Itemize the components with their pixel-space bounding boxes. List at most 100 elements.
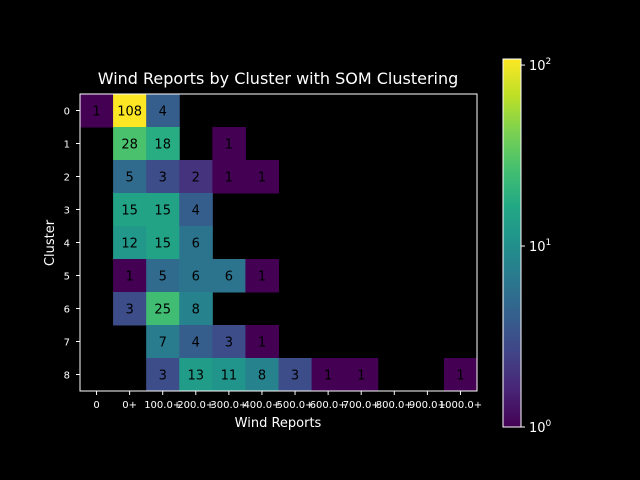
cell-value-label: 15 [154, 204, 171, 219]
cell-value-label: 11 [221, 369, 238, 384]
cell-value-label: 15 [121, 204, 138, 219]
x-tick-label: 100.0+ [144, 400, 181, 411]
cell-value-label: 12 [121, 237, 138, 252]
heatmap-cell [179, 358, 213, 392]
colorbar-tick-label: 101 [529, 238, 551, 255]
cell-value-label: 1 [92, 105, 100, 120]
heatmap-cell [179, 226, 213, 260]
cell-value-label: 4 [192, 336, 200, 351]
heatmap-cell [146, 94, 180, 128]
chart-title: Wind Reports by Cluster with SOM Cluster… [98, 69, 459, 88]
y-tick-label: 6 [64, 305, 70, 316]
heatmap-cell [245, 358, 279, 392]
heatmap-cells [80, 94, 478, 392]
cell-value-label: 4 [159, 105, 167, 120]
y-tick-label: 2 [64, 173, 70, 184]
cell-value-label: 6 [192, 237, 200, 252]
cell-value-label: 5 [125, 171, 133, 186]
heatmap-cell [212, 325, 246, 359]
cell-value-label: 3 [159, 171, 167, 186]
y-tick-label: 7 [64, 338, 70, 349]
cell-value-label: 1 [324, 369, 332, 384]
x-tick-label: 600.0+ [310, 400, 347, 411]
x-tick-label: 500.0+ [277, 400, 314, 411]
cell-value-label: 7 [159, 336, 167, 351]
heatmap-cell [344, 358, 379, 392]
heatmap-cell [179, 193, 213, 227]
heatmap-cell [212, 358, 246, 392]
cell-value-label: 15 [154, 237, 171, 252]
cell-value-label: 6 [225, 270, 233, 285]
heatmap-cell [212, 160, 246, 194]
cell-value-label: 3 [225, 336, 233, 351]
heatmap-cell [212, 259, 246, 293]
heatmap-cell [278, 358, 313, 392]
heatmap-cell [179, 259, 213, 293]
heatmap-cell [146, 193, 180, 227]
cell-value-label: 18 [154, 138, 171, 153]
heatmap-cell [311, 358, 346, 392]
y-tick-label: 1 [64, 140, 70, 151]
x-tick-label: 0+ [122, 400, 137, 411]
cell-value-label: 6 [192, 270, 200, 285]
heatmap-cell [245, 325, 279, 359]
heatmap-cell [113, 259, 147, 293]
cell-value-label: 3 [125, 303, 133, 318]
y-axis-label: Cluster [43, 219, 58, 266]
heatmap-cell [146, 358, 180, 392]
cell-value-label: 8 [192, 303, 200, 318]
cell-value-label: 25 [154, 303, 171, 318]
cell-value-label: 1 [225, 138, 233, 153]
y-tick-label: 0 [64, 107, 70, 118]
x-axis-ticks: 0 0+ 100.0+200.0+300.0+400.0+500.0+600.0+7… [93, 391, 482, 411]
heatmap-cell [179, 160, 213, 194]
heatmap-cell [113, 193, 147, 227]
cell-value-label: 2 [192, 171, 200, 186]
heatmap-cell [443, 358, 478, 392]
heatmap-cell [80, 94, 114, 128]
heatmap-cell [113, 94, 147, 128]
cell-value-label: 8 [258, 369, 266, 384]
y-axis-ticks: 0 1 2 3 4 5 6 7 8 [64, 107, 80, 382]
heatmap-cell [146, 259, 180, 293]
heatmap-cell [245, 160, 279, 194]
colorbar-tick-label: 100 [529, 419, 552, 436]
x-tick-label: 1000.0+ [439, 400, 482, 411]
heatmap-cell [179, 325, 213, 359]
cell-value-label: 3 [291, 369, 299, 384]
y-tick-label: 5 [64, 272, 70, 283]
colorbar-ticks: 100 101 102 [521, 57, 552, 436]
heatmap-cell [113, 226, 147, 260]
cell-value-label: 3 [159, 369, 167, 384]
y-tick-label: 4 [64, 239, 70, 250]
heatmap-cell [113, 160, 147, 194]
heatmap-cell [113, 292, 147, 326]
cell-value-label: 5 [159, 270, 167, 285]
cell-value-label: 1 [125, 270, 133, 285]
x-tick-label: 300.0+ [210, 400, 247, 411]
x-tick-label: 0 [93, 400, 99, 411]
cell-value-label: 1 [456, 369, 464, 384]
heatmap-cell [146, 226, 180, 260]
cell-value-label: 1 [357, 369, 365, 384]
y-tick-label: 3 [64, 206, 70, 217]
heatmap-cell [212, 127, 246, 161]
cell-value-label: 1 [258, 270, 266, 285]
heatmap-cell [245, 259, 279, 293]
cell-value-label: 1 [258, 336, 266, 351]
cell-labels: 1 108 428 18 15 3 2 1 115 15 412 15 61 5 6 6 13 25 87 4 3 13 1… [92, 105, 464, 384]
colorbar-tick-label: 102 [529, 57, 551, 74]
cell-value-label: 108 [117, 105, 142, 120]
colorbar [502, 58, 522, 428]
heatmap-cell [146, 292, 180, 326]
heatmap-cell [146, 160, 180, 194]
cell-value-label: 4 [192, 204, 200, 219]
x-tick-label: 800.0+ [376, 400, 413, 411]
heatmap-cell [113, 127, 147, 161]
cell-value-label: 1 [258, 171, 266, 186]
x-tick-label: 200.0+ [177, 400, 214, 411]
heatmap-cell [146, 325, 180, 359]
x-tick-label: 400.0+ [243, 400, 280, 411]
heatmap-cell [179, 292, 213, 326]
